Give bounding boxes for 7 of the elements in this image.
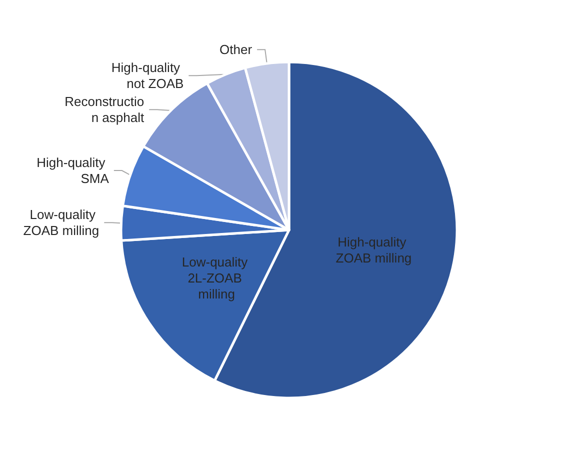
slice-label: Low-quality 2L-ZOAB milling	[182, 254, 252, 302]
slice-label: Other	[220, 42, 253, 58]
slice-label: High-quality ZOAB milling	[336, 234, 412, 266]
slice-label: High-quality SMA	[36, 155, 110, 186]
slice-label: Reconstruction asphalt	[64, 94, 144, 126]
slice-label: Low-quality ZOAB milling	[23, 207, 100, 238]
slice-label: High-quality not ZOAB	[111, 60, 184, 92]
